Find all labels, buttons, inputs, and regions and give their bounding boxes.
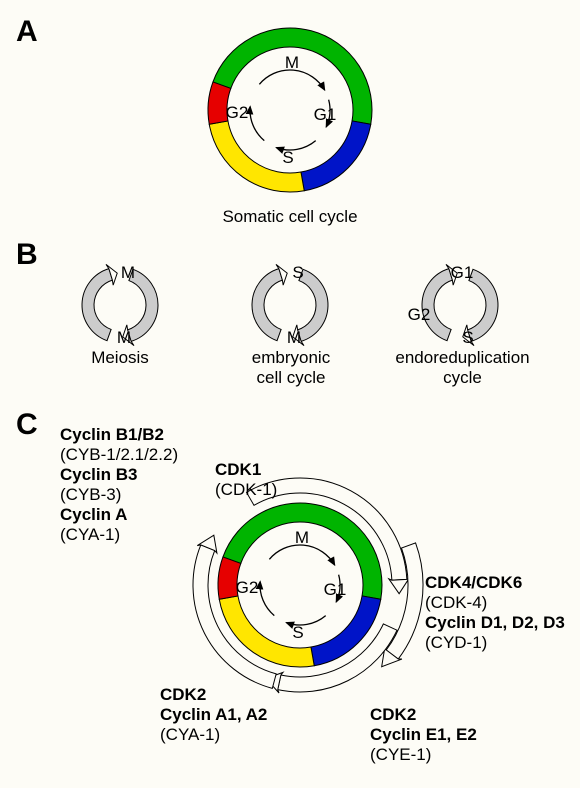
annotation: Cyclin A [60, 505, 127, 524]
annotation: (CYA-1) [160, 725, 220, 744]
annotation: (CYE-1) [370, 745, 431, 764]
annotation: (CDK-1) [215, 480, 277, 499]
annotation: Cyclin D1, D2, D3 [425, 613, 565, 632]
annotation: (CYA-1) [60, 525, 120, 544]
small-cycle-label: M [121, 263, 135, 282]
panel-a-phase-G1: G1 [314, 105, 337, 124]
cycle-arrow [276, 141, 315, 150]
small-cycle-band [82, 269, 112, 341]
panel-a-phase-G2: G2 [226, 103, 249, 122]
small-cycle-label: M [287, 328, 301, 347]
annotation: CDK2 [370, 705, 416, 724]
small-cycle-label: S [292, 263, 303, 282]
annotation: (CYB-3) [60, 485, 121, 504]
annotation: CDK4/CDK6 [425, 573, 522, 592]
small-cycle-label: M [117, 328, 131, 347]
annotation: (CDK-4) [425, 593, 487, 612]
annotation: Cyclin B1/B2 [60, 425, 164, 444]
panel-a-phase-S: S [282, 148, 293, 167]
small-cycle-label: G1 [451, 263, 474, 282]
cycle-arrow [286, 616, 325, 625]
diagram-canvas: M G1 S G2 M M S M G1 S G2 M G1 S G2 Cyclin B1/B2(CYB-1/… [0, 0, 580, 788]
cycle-arrow [259, 70, 324, 90]
small-cycle-label: S [462, 328, 473, 347]
annotation: Cyclin E1, E2 [370, 725, 477, 744]
annotation: Cyclin A1, A2 [160, 705, 267, 724]
annotation: CDK2 [160, 685, 206, 704]
annotation: (CYD-1) [425, 633, 487, 652]
panel-a-phase-M: M [285, 53, 299, 72]
panel-a-seg-S [301, 121, 371, 191]
annotation: CDK1 [215, 460, 261, 479]
small-cycle-label: G2 [408, 305, 431, 324]
panel-c-phase-G2: G2 [236, 578, 259, 597]
cycle-arrow [260, 582, 274, 616]
cdk4-arc-head [389, 577, 410, 593]
panel-c-phase-G1: G1 [324, 580, 347, 599]
annotation: Cyclin B3 [60, 465, 137, 484]
small-cycle-band [252, 269, 282, 341]
cycle-arrow [269, 545, 334, 565]
annotation: (CYB-1/2.1/2.2) [60, 445, 178, 464]
panel-c-phase-M: M [295, 528, 309, 547]
cycle-arrow [250, 107, 264, 141]
panel-c-phase-S: S [292, 623, 303, 642]
